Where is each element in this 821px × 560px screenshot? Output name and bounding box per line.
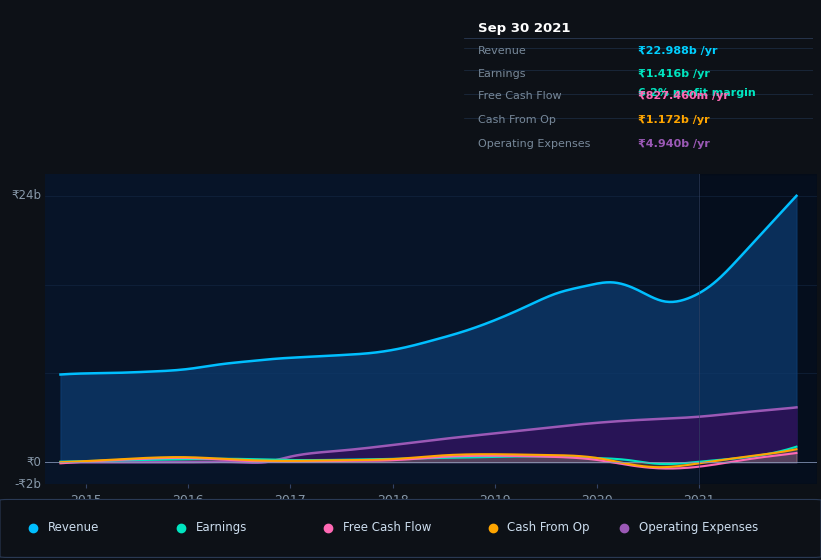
FancyBboxPatch shape	[0, 500, 821, 557]
Text: ₹827.460m /yr: ₹827.460m /yr	[639, 91, 729, 101]
Text: ₹24b: ₹24b	[11, 189, 41, 202]
Text: ₹0: ₹0	[26, 456, 41, 469]
Text: Free Cash Flow: Free Cash Flow	[343, 521, 432, 534]
Text: Earnings: Earnings	[195, 521, 247, 534]
Text: Operating Expenses: Operating Expenses	[478, 139, 590, 149]
Text: ₹1.416b /yr: ₹1.416b /yr	[639, 69, 710, 78]
Text: 6.2% profit margin: 6.2% profit margin	[639, 88, 756, 98]
Text: Revenue: Revenue	[478, 46, 526, 57]
Text: Revenue: Revenue	[48, 521, 99, 534]
Text: Earnings: Earnings	[478, 69, 526, 78]
Text: ₹4.940b /yr: ₹4.940b /yr	[639, 139, 710, 149]
Text: Free Cash Flow: Free Cash Flow	[478, 91, 562, 101]
Text: ₹22.988b /yr: ₹22.988b /yr	[639, 46, 718, 57]
Text: Cash From Op: Cash From Op	[478, 115, 556, 125]
Text: -₹2b: -₹2b	[15, 478, 41, 491]
Text: Sep 30 2021: Sep 30 2021	[478, 22, 571, 35]
Text: Operating Expenses: Operating Expenses	[639, 521, 758, 534]
Bar	[699, 174, 817, 484]
Text: ₹1.172b /yr: ₹1.172b /yr	[639, 115, 710, 125]
Text: Cash From Op: Cash From Op	[507, 521, 589, 534]
